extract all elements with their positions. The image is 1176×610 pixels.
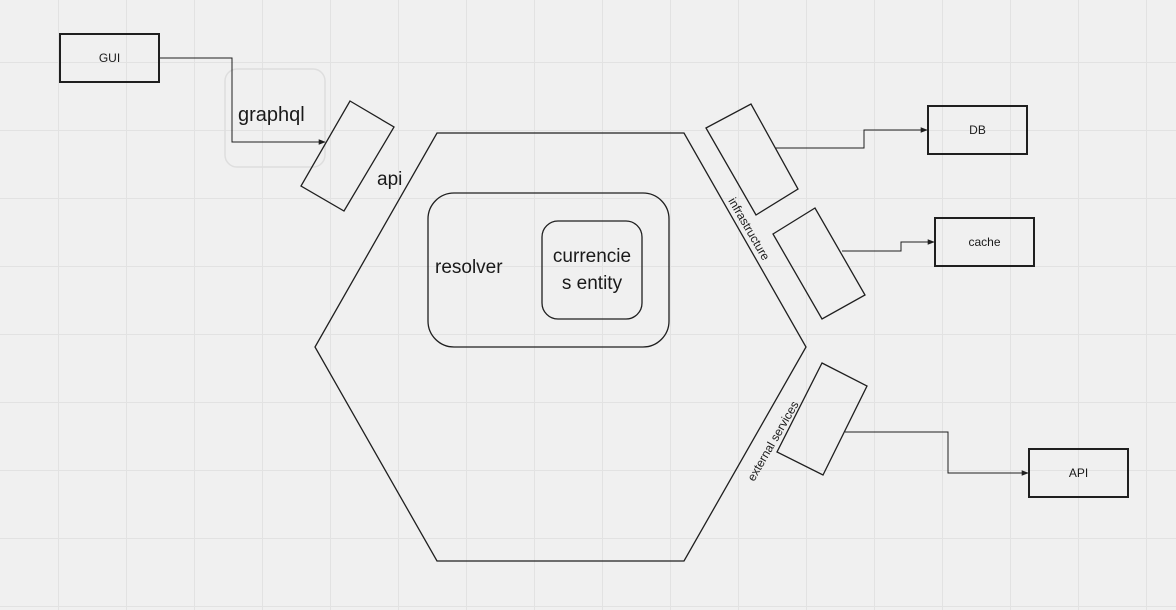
resolver-label: resolver [435, 257, 503, 278]
cache-label: cache [968, 235, 1001, 249]
hexagon-application-core[interactable] [314, 132, 807, 562]
api-port[interactable] [300, 100, 395, 212]
gui-label: GUI [98, 51, 121, 65]
gui-box[interactable]: GUI [59, 33, 160, 83]
cache-box[interactable]: cache [934, 217, 1035, 267]
api-layer-label: api [377, 169, 403, 190]
entity-label-line1: currencie [552, 246, 632, 267]
graphql-frame[interactable] [224, 68, 326, 168]
db-box[interactable]: DB [927, 105, 1028, 155]
db-port[interactable] [705, 103, 799, 216]
entity-label: currencie s entity [542, 243, 642, 297]
api-box[interactable]: API [1028, 448, 1129, 498]
resolver-box[interactable] [427, 192, 670, 348]
gui-to-api-connector[interactable] [160, 57, 326, 145]
graphql-label: graphql [238, 104, 305, 126]
db-port-to-db-connector[interactable] [775, 127, 928, 149]
external-api-port[interactable] [776, 362, 868, 476]
api-label: API [1068, 466, 1089, 480]
entity-label-line2: s entity [561, 273, 623, 294]
external-port-to-api-connector[interactable] [845, 431, 1029, 476]
cache-port-to-cache-connector[interactable] [842, 239, 935, 252]
cache-port[interactable] [772, 207, 866, 320]
currencies-entity-box[interactable] [541, 220, 643, 320]
db-label: DB [969, 123, 986, 137]
